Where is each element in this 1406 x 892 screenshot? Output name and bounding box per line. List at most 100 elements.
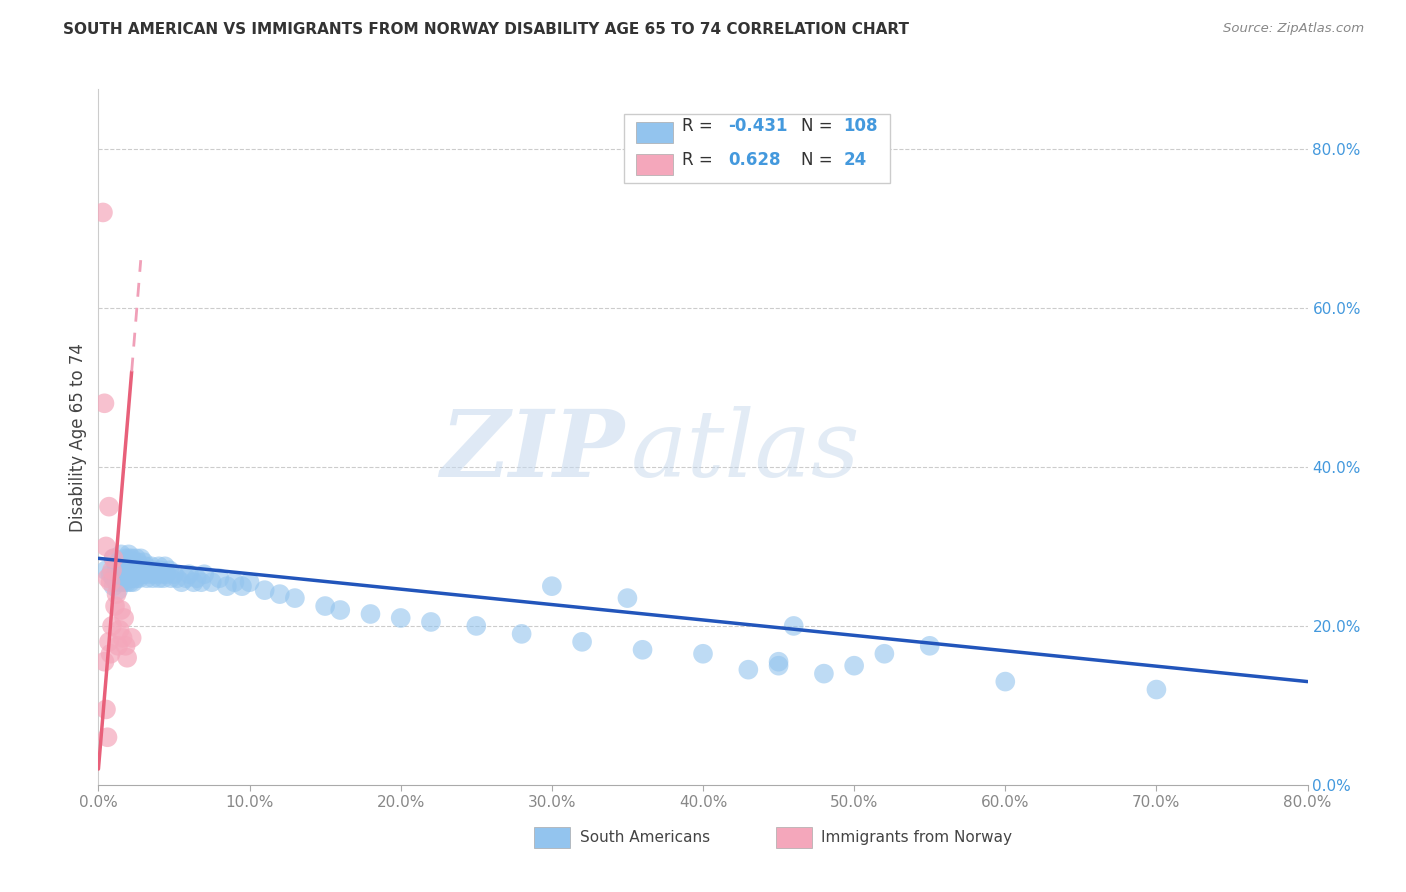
- Point: [128, 571, 150, 585]
- Point: [125, 571, 148, 585]
- Point: [115, 563, 138, 577]
- Point: [783, 619, 806, 633]
- Point: [510, 627, 533, 641]
- Point: [813, 666, 835, 681]
- Point: [768, 658, 790, 673]
- Point: [105, 587, 128, 601]
- Point: [107, 567, 129, 582]
- Point: [107, 583, 129, 598]
- Point: [136, 563, 159, 577]
- Y-axis label: Disability Age 65 to 74: Disability Age 65 to 74: [69, 343, 87, 532]
- Point: [193, 567, 215, 582]
- Point: [134, 559, 156, 574]
- Point: [111, 571, 134, 585]
- Point: [142, 571, 165, 585]
- Point: [91, 205, 114, 219]
- Point: [616, 591, 638, 606]
- Point: [873, 647, 896, 661]
- Point: [110, 575, 132, 590]
- Point: [159, 563, 181, 577]
- Point: [143, 563, 166, 577]
- Point: [284, 591, 307, 606]
- FancyBboxPatch shape: [637, 122, 672, 143]
- Point: [121, 563, 143, 577]
- Point: [114, 551, 136, 566]
- Point: [112, 567, 135, 582]
- Point: [208, 571, 231, 585]
- Point: [174, 571, 197, 585]
- FancyBboxPatch shape: [624, 113, 890, 183]
- Point: [120, 575, 142, 590]
- Text: Source: ZipAtlas.com: Source: ZipAtlas.com: [1223, 22, 1364, 36]
- Point: [111, 631, 134, 645]
- Point: [118, 551, 141, 566]
- Point: [103, 571, 125, 585]
- Point: [112, 575, 135, 590]
- Point: [121, 555, 143, 569]
- Point: [103, 579, 125, 593]
- FancyBboxPatch shape: [637, 154, 672, 175]
- Point: [129, 563, 152, 577]
- Point: [135, 571, 157, 585]
- Text: 24: 24: [844, 151, 866, 169]
- Text: SOUTH AMERICAN VS IMMIGRANTS FROM NORWAY DISABILITY AGE 65 TO 74 CORRELATION CHA: SOUTH AMERICAN VS IMMIGRANTS FROM NORWAY…: [63, 22, 910, 37]
- Point: [186, 571, 208, 585]
- Point: [108, 623, 131, 637]
- Text: N =: N =: [801, 117, 838, 135]
- Point: [127, 567, 149, 582]
- Point: [94, 702, 117, 716]
- Point: [183, 575, 205, 590]
- Text: ZIP: ZIP: [440, 406, 624, 496]
- Point: [103, 551, 125, 566]
- Point: [132, 555, 155, 569]
- Point: [224, 575, 246, 590]
- Point: [129, 551, 152, 566]
- Point: [692, 647, 714, 661]
- Point: [994, 674, 1017, 689]
- Point: [111, 555, 134, 569]
- Point: [148, 571, 170, 585]
- Point: [179, 567, 201, 582]
- Point: [131, 567, 153, 582]
- Point: [155, 567, 177, 582]
- Point: [540, 579, 562, 593]
- FancyBboxPatch shape: [534, 827, 569, 847]
- Point: [160, 571, 183, 585]
- Point: [128, 559, 150, 574]
- Point: [122, 575, 145, 590]
- Point: [96, 731, 118, 745]
- Point: [127, 555, 149, 569]
- Point: [844, 658, 866, 673]
- Point: [93, 396, 115, 410]
- Point: [93, 655, 115, 669]
- Point: [253, 583, 276, 598]
- Point: [465, 619, 488, 633]
- Point: [132, 567, 155, 582]
- Point: [114, 639, 136, 653]
- Text: Immigrants from Norway: Immigrants from Norway: [821, 830, 1012, 845]
- Point: [215, 579, 238, 593]
- Point: [101, 563, 124, 577]
- Text: -0.431: -0.431: [728, 117, 787, 135]
- Point: [105, 575, 128, 590]
- Point: [329, 603, 352, 617]
- Point: [121, 551, 143, 566]
- Point: [145, 567, 167, 582]
- Point: [153, 559, 176, 574]
- Point: [100, 575, 122, 590]
- Point: [110, 559, 132, 574]
- Point: [110, 603, 132, 617]
- Point: [125, 551, 148, 566]
- Point: [389, 611, 412, 625]
- Text: South Americans: South Americans: [579, 830, 710, 845]
- Point: [125, 563, 148, 577]
- Point: [121, 631, 143, 645]
- Point: [94, 563, 117, 577]
- Point: [105, 559, 128, 574]
- Text: N =: N =: [801, 151, 844, 169]
- Point: [170, 575, 193, 590]
- Point: [104, 599, 127, 613]
- Point: [124, 559, 146, 574]
- Text: R =: R =: [682, 117, 718, 135]
- Text: atlas: atlas: [630, 406, 860, 496]
